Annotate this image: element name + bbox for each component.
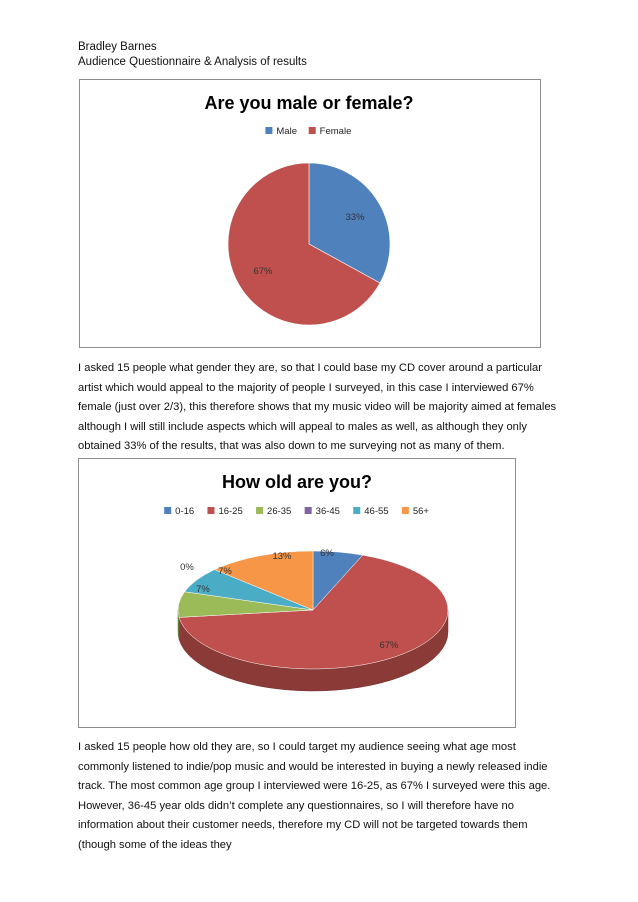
pie-slice-female <box>227 162 381 326</box>
pie-slice-16-25 <box>178 554 449 670</box>
chart-title: Are you male or female? <box>204 93 413 113</box>
data-label-male: 33% <box>346 212 366 223</box>
pie-slices <box>177 550 449 670</box>
legend-swatch-female <box>308 127 316 134</box>
data-label-0-16: 6% <box>320 548 334 559</box>
data-label-16-25: 67% <box>379 640 399 651</box>
paragraph-text: I asked 15 people how old they are, so I… <box>78 741 551 851</box>
legend-label-36-45: 36-45 <box>316 506 340 517</box>
gender-pie-chart: Are you male or female? Male Female 33% 67… <box>79 79 541 348</box>
data-label-36-45: 0% <box>180 562 194 573</box>
legend-swatch-male <box>265 127 273 134</box>
document-subtitle: Audience Questionnaire & Analysis of res… <box>78 56 307 68</box>
legend-label-56: 56+ <box>413 506 430 517</box>
age-pie-svg: How old are you? 0-16 16-25 26-35 36-45 46-5… <box>164 472 449 692</box>
document-header: Bradley Barnes Audience Questionnaire & … <box>78 40 307 70</box>
legend-swatch-26-35 <box>256 507 264 514</box>
data-labels: 6%67%7%0% 7%13% <box>180 548 399 651</box>
legend-label-26-35: 26-35 <box>267 506 291 517</box>
legend-label-male: Male <box>276 126 297 137</box>
age-analysis-paragraph: I asked 15 people how old they are, so I… <box>78 738 568 855</box>
legend-label-46-55: 46-55 <box>364 506 388 517</box>
data-label-46-55: 7% <box>218 566 232 577</box>
legend-swatch-56 <box>401 507 409 514</box>
pie-slices <box>227 162 391 326</box>
data-label-56: 13% <box>272 551 292 562</box>
age-pie-chart: How old are you? 0-16 16-25 26-35 36-45 46-5… <box>78 458 516 728</box>
legend-label-0-16: 0-16 <box>175 506 194 517</box>
data-label-26-35: 7% <box>196 584 210 595</box>
data-label-female: 67% <box>253 266 273 277</box>
chart-legend: Male Female <box>265 126 351 137</box>
legend-swatch-0-16 <box>164 507 172 514</box>
chart-title: How old are you? <box>222 472 372 492</box>
paragraph-text: I asked 15 people what gender they are, … <box>78 362 557 452</box>
pie-slice-male <box>308 162 391 284</box>
gender-analysis-paragraph: I asked 15 people what gender they are, … <box>78 359 568 457</box>
legend-swatch-16-25 <box>207 507 215 514</box>
legend-label-female: Female <box>320 126 352 137</box>
pie-slice-56 <box>213 550 314 611</box>
data-labels: 33% 67% <box>253 212 365 277</box>
gender-pie-svg: Are you male or female? Male Female 33% 67… <box>204 93 414 326</box>
chart-legend: 0-16 16-25 26-35 36-45 46-55 56+ <box>164 506 429 517</box>
legend-swatch-36-45 <box>304 507 312 514</box>
legend-swatch-46-55 <box>353 507 361 514</box>
legend-label-16-25: 16-25 <box>218 506 242 517</box>
author-name: Bradley Barnes <box>78 41 157 53</box>
